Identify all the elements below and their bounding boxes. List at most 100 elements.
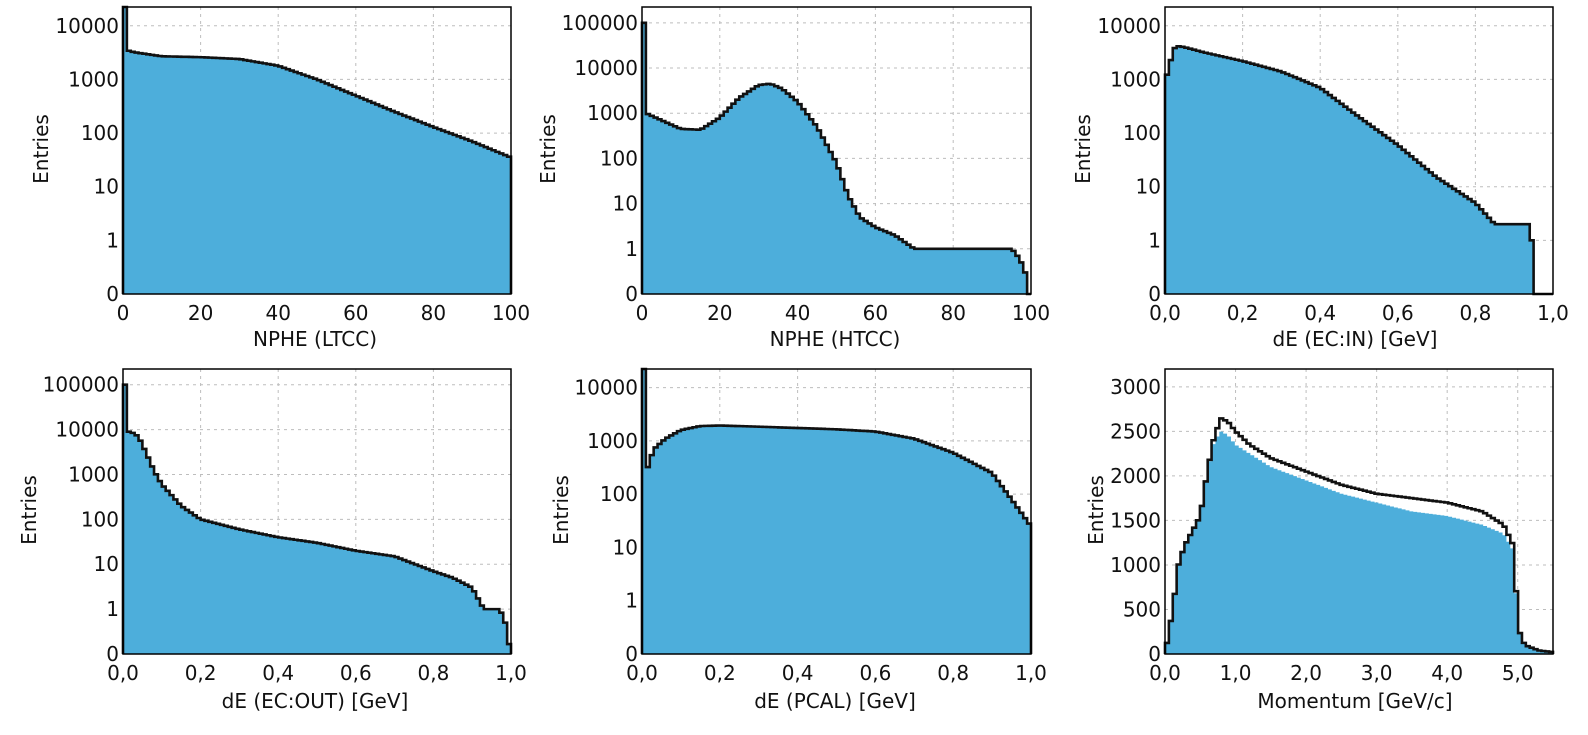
- histogram-fill: [642, 369, 1031, 654]
- x-axis-title: NPHE (HTCC): [770, 327, 901, 351]
- y-tick-label: 1000: [1110, 67, 1161, 91]
- y-axis-title: Entries: [549, 475, 573, 545]
- x-tick-label: 80: [940, 301, 965, 325]
- histogram-fill: [123, 7, 511, 294]
- x-axis-title: Momentum [GeV/c]: [1257, 689, 1452, 713]
- x-tick-label: 1,0: [1220, 661, 1252, 685]
- y-tick-label: 2500: [1110, 419, 1161, 443]
- y-tick-label: 3000: [1110, 375, 1161, 399]
- y-axis-title: Entries: [29, 114, 53, 184]
- x-tick-label: 0,4: [1304, 301, 1336, 325]
- y-tick-label: 0: [625, 642, 638, 666]
- y-tick-label: 100: [81, 121, 119, 145]
- x-axis-title: NPHE (LTCC): [253, 327, 377, 351]
- y-tick-label: 2000: [1110, 464, 1161, 488]
- x-tick-label: 100: [1012, 301, 1050, 325]
- x-tick-label: 100: [492, 301, 530, 325]
- y-tick-label: 10000: [574, 376, 638, 400]
- y-axis-title: Entries: [1071, 114, 1095, 184]
- y-axis-title: Entries: [536, 114, 560, 184]
- histogram-fill: [1165, 46, 1553, 294]
- histogram-outline: [1163, 417, 1555, 654]
- y-tick-label: 10: [613, 535, 638, 559]
- x-tick-label: 0,0: [107, 661, 139, 685]
- y-axis-title: Entries: [1084, 475, 1108, 545]
- y-tick-label: 10: [1136, 175, 1161, 199]
- histogram-fill: [642, 22, 1031, 294]
- y-tick-label: 0: [1148, 282, 1161, 306]
- panel-nphe-ltcc: NPHE (LTCC) Entries 0 20 40 60 80 10001101001…: [29, 5, 530, 351]
- x-axis-title: dE (PCAL) [GeV]: [754, 689, 916, 713]
- x-axis-title: dE (EC:OUT) [GeV]: [222, 689, 409, 713]
- x-tick-label: 0: [636, 301, 649, 325]
- x-tick-label: 0,8: [1459, 301, 1491, 325]
- x-tick-label: 1,0: [1015, 661, 1047, 685]
- y-tick-label: 0: [106, 282, 119, 306]
- panel-de-pcal: dE (PCAL) [GeV] Entries 0,0 0,2 0,4 0,6 0,8 1…: [549, 367, 1047, 713]
- y-tick-label: 1000: [68, 462, 119, 486]
- y-tick-label: 1000: [587, 429, 638, 453]
- y-tick-label: 1000: [68, 67, 119, 91]
- plot-frame: [122, 6, 512, 295]
- x-tick-label: 80: [421, 301, 446, 325]
- x-tick-label: 40: [785, 301, 810, 325]
- y-tick-label: 1: [1148, 228, 1161, 252]
- x-tick-label: 0,4: [262, 661, 294, 685]
- x-tick-label: 20: [188, 301, 213, 325]
- x-tick-label: 2,0: [1290, 661, 1322, 685]
- x-tick-label: 0,0: [626, 661, 658, 685]
- panel-momentum: Momentum [GeV/c] Entries 0,0 1,0 2,0 3,0 4,0…: [1084, 368, 1555, 713]
- y-tick-label: 10000: [574, 56, 638, 80]
- x-tick-label: 0,6: [340, 661, 372, 685]
- y-tick-label: 10000: [1097, 14, 1161, 38]
- plot-frame: [641, 6, 1032, 295]
- y-tick-label: 0: [625, 282, 638, 306]
- histogram-outline: [640, 21, 1031, 296]
- y-tick-label: 100000: [562, 11, 638, 35]
- x-tick-label: 0,4: [782, 661, 814, 685]
- x-tick-label: 0,2: [704, 661, 736, 685]
- plot-frame: [122, 368, 512, 655]
- y-tick-label: 10000: [55, 418, 119, 442]
- y-tick-label: 1000: [587, 101, 638, 125]
- x-tick-label: 0,6: [1382, 301, 1414, 325]
- y-tick-label: 100: [600, 146, 638, 170]
- x-tick-label: 60: [343, 301, 368, 325]
- y-tick-label: 100: [1123, 121, 1161, 145]
- x-tick-label: 1,0: [495, 661, 527, 685]
- histogram-outline: [121, 383, 513, 654]
- y-tick-label: 100000: [43, 373, 119, 397]
- x-tick-label: 0,8: [417, 661, 449, 685]
- y-tick-label: 1: [625, 237, 638, 261]
- y-tick-label: 100: [600, 482, 638, 506]
- x-tick-label: 0,8: [937, 661, 969, 685]
- histogram-fill: [123, 384, 511, 654]
- histogram-outline: [121, 5, 513, 294]
- panel-nphe-htcc: NPHE (HTCC) Entries 0 20 40 60 80 10001101001…: [536, 6, 1050, 351]
- plot-frame: [641, 368, 1032, 655]
- y-tick-label: 1: [106, 597, 119, 621]
- x-tick-label: 1,0: [1537, 301, 1569, 325]
- x-tick-label: 40: [265, 301, 290, 325]
- y-tick-label: 500: [1123, 597, 1161, 621]
- x-tick-label: 0,0: [1149, 661, 1181, 685]
- x-tick-label: 0: [117, 301, 130, 325]
- y-tick-label: 10: [94, 175, 119, 199]
- plot-frame: [1164, 368, 1554, 655]
- x-tick-label: 3,0: [1361, 661, 1393, 685]
- x-tick-label: 20: [707, 301, 732, 325]
- panel-de-ec-in: dE (EC:IN) [GeV] Entries 0,0 0,2 0,4 0,6 0,8…: [1071, 6, 1569, 351]
- y-tick-label: 1: [106, 228, 119, 252]
- x-tick-label: 4,0: [1431, 661, 1463, 685]
- x-tick-label: 0,2: [185, 661, 217, 685]
- x-tick-label: 0,6: [859, 661, 891, 685]
- y-axis-title: Entries: [17, 475, 41, 545]
- plot-frame: [1164, 6, 1554, 295]
- x-tick-label: 0,2: [1227, 301, 1259, 325]
- histogram-outline: [1163, 44, 1553, 296]
- y-tick-label: 10: [94, 552, 119, 576]
- histogram-outline: [640, 367, 1033, 654]
- y-tick-label: 1000: [1110, 553, 1161, 577]
- y-tick-label: 1500: [1110, 508, 1161, 532]
